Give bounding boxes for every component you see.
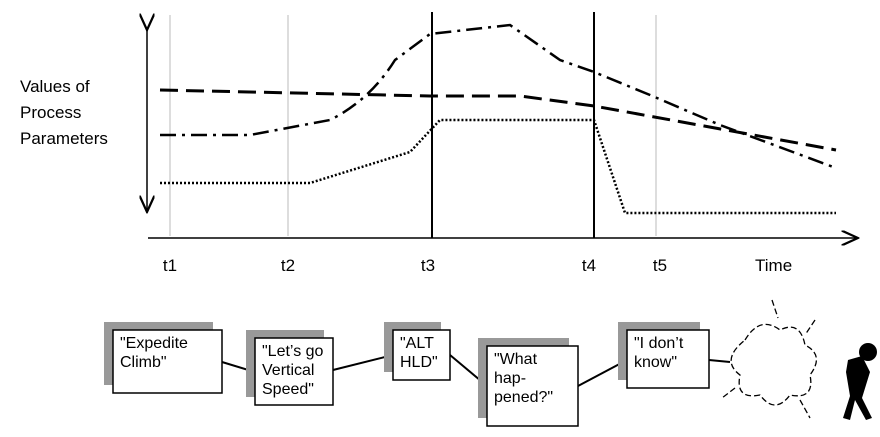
- x-axis-label: Time: [755, 256, 792, 275]
- box-text: Speed": [262, 381, 314, 398]
- speech-box: "I don’t know": [618, 322, 709, 388]
- x-tick-label: t2: [281, 256, 295, 275]
- box-text: "I don’t: [634, 335, 684, 352]
- box-text: "Expedite: [120, 335, 188, 352]
- box-text: pened?": [494, 389, 553, 406]
- box-text: know": [634, 354, 677, 371]
- box-text: "Let’s go: [262, 343, 324, 360]
- figure: [843, 343, 877, 420]
- event-lines: [432, 12, 594, 238]
- speech-box: "Expedite Climb": [104, 322, 222, 393]
- x-tick-label: t4: [582, 256, 596, 275]
- explosion: [722, 300, 816, 418]
- x-tick-label: t3: [421, 256, 435, 275]
- box-text: Climb": [120, 354, 167, 371]
- box-text: "What: [494, 351, 538, 368]
- box-text: Vertical: [262, 362, 314, 379]
- speech-box: "What hap-pened?": [478, 338, 578, 426]
- boxes: "Expedite Climb" "Let’s go Vertical Speed" "A…: [104, 322, 709, 426]
- curves: [160, 25, 836, 213]
- box-text: "ALT: [400, 335, 434, 352]
- x-tick-label: t5: [653, 256, 667, 275]
- x-tick-label: t1: [163, 256, 177, 275]
- y-axis-label: Values of: [20, 77, 90, 96]
- speech-box: "ALT HLD": [384, 322, 450, 380]
- box-text: hap-: [494, 370, 526, 387]
- diagram: Values of Process Parameters t1 t2 t3 t4 t5 Time…: [0, 0, 880, 432]
- y-axis-label: Process: [20, 103, 81, 122]
- speech-box: "Let’s go Vertical Speed": [246, 330, 333, 405]
- y-axis-label: Parameters: [20, 129, 108, 148]
- box-text: HLD": [400, 354, 438, 371]
